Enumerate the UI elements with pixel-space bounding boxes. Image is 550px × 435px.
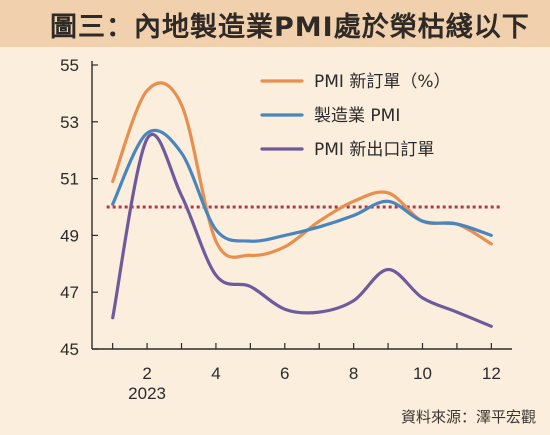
y-tick-label: 51 [60, 170, 79, 189]
source-note: 資料來源：澤平宏觀 [400, 408, 536, 426]
legend-label: 製造業 PMI [314, 106, 400, 126]
y-tick-label: 47 [60, 283, 79, 302]
x-tick-label: 10 [413, 364, 432, 383]
y-tick-label: 53 [60, 113, 79, 132]
y-tick-label: 45 [60, 340, 79, 359]
x-year-label: 2023 [128, 384, 166, 403]
legend-label: PMI 新訂單（%） [314, 72, 451, 92]
x-tick-label: 2 [142, 364, 151, 383]
x-tick-label: 6 [280, 364, 289, 383]
plot-area: 45 47 49 51 53 55 2 4 6 8 10 12 2023 PMI 新訂單（%） 製造業 PM… [0, 47, 550, 430]
legend-label: PMI 新出口訂單 [314, 140, 434, 160]
y-tick-label: 55 [60, 56, 79, 75]
x-tick-label: 12 [482, 364, 501, 383]
x-tick-label: 8 [349, 364, 358, 383]
x-tick-label: 4 [211, 364, 220, 383]
title-bar: 圖三：內地製造業PMI處於榮枯綫以下 [0, 0, 550, 47]
chart-svg: 45 47 49 51 53 55 2 4 6 8 10 12 2023 PMI 新訂單（%） 製造業 PM… [60, 56, 512, 403]
y-tick-label: 49 [60, 226, 79, 245]
series-line-new-export-orders [111, 132, 493, 328]
series-line-manufacturing-pmi [111, 128, 493, 243]
chart-title: 圖三：內地製造業PMI處於榮枯綫以下 [50, 12, 530, 43]
